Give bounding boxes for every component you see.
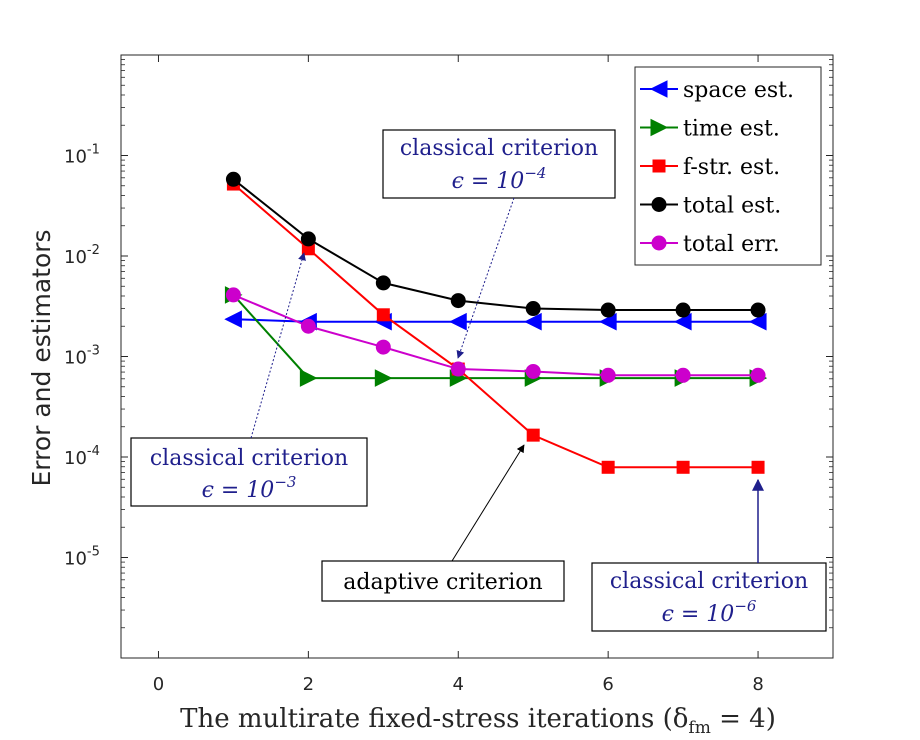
- data-point-f-str-est: [601, 460, 615, 474]
- data-point-f-str-est: [526, 428, 540, 442]
- y-tick-label: 10-2: [64, 243, 100, 268]
- annotation-text: classical criterion: [150, 446, 348, 471]
- series-total-est: [225, 171, 766, 318]
- data-point-total-err: [225, 287, 241, 303]
- data-point-time-est: [299, 369, 318, 387]
- y-tick-label: 10-5: [64, 545, 100, 570]
- legend-label: f-str. est.: [683, 155, 780, 180]
- series-line-total-err: [233, 293, 759, 377]
- annotation-classical-1e-4: classical criterion ϵ = 10−4: [382, 129, 616, 359]
- legend-marker: [650, 118, 669, 137]
- data-point-total-err: [375, 339, 391, 355]
- legend-entry-f-str-est: f-str. est.: [640, 155, 780, 180]
- data-point-total-err: [525, 363, 541, 379]
- legend-label: total err.: [683, 232, 780, 257]
- data-point-total-err: [750, 367, 766, 383]
- annotation-adaptive: adaptive criterion: [321, 444, 565, 602]
- data-point-total-est: [300, 231, 316, 247]
- y-tick-label: 10-3: [64, 344, 100, 369]
- data-point-space-est: [599, 312, 617, 331]
- axes-ticks: 0 2 4 6 8 10-1 10-2 10-3 10-4 10-5: [64, 54, 833, 695]
- x-tick-label: 0: [153, 674, 164, 695]
- annotation-arrow: [456, 197, 515, 359]
- legend-label: space est.: [683, 78, 794, 103]
- data-point-total-err: [675, 367, 691, 383]
- data-point-f-str-est: [676, 460, 690, 474]
- series-space-est: [224, 310, 767, 331]
- legend-entry-total-est: total est.: [640, 194, 781, 219]
- series-line-total-est: [232, 178, 759, 312]
- x-tick-label: 2: [303, 674, 314, 695]
- x-axis-label: The multirate fixed-stress iterations (δ…: [180, 704, 776, 738]
- series-line-time-est: [232, 294, 759, 380]
- data-point-space-est: [224, 310, 242, 329]
- data-point-total-est: [225, 171, 241, 187]
- legend-label: total est.: [683, 194, 781, 219]
- series-line-f-str-est: [232, 183, 759, 469]
- series-total-err: [225, 287, 766, 383]
- annotation-text: classical criterion: [610, 569, 808, 594]
- y-tick-label: 10-4: [64, 444, 100, 469]
- annotation-text: adaptive criterion: [343, 570, 542, 595]
- series-line-space-est: [233, 318, 759, 323]
- legend: space est. time est. f-str. est. total est.…: [634, 66, 822, 266]
- x-tick-label: 8: [752, 674, 763, 695]
- legend-marker: [651, 235, 667, 251]
- legend-entry-time-est: time est.: [640, 117, 780, 142]
- legend-marker: [649, 80, 668, 98]
- legend-label: time est.: [683, 117, 780, 142]
- data-point-space-est: [673, 312, 692, 331]
- series-layer: [224, 171, 768, 474]
- annotation-arrow: [451, 444, 525, 562]
- annotation-arrow: [250, 252, 306, 439]
- data-point-time-est: [374, 369, 393, 387]
- annotation-box: [321, 560, 565, 602]
- data-point-total-est: [750, 302, 766, 318]
- data-point-total-err: [300, 318, 316, 334]
- annotation-text: classical criterion: [400, 136, 598, 161]
- annotation-math: ϵ = 10−4: [452, 164, 547, 194]
- data-point-space-est: [748, 312, 767, 331]
- y-axis-label: Error and estimators: [27, 229, 56, 486]
- legend-entry-total-err: total err.: [640, 232, 780, 257]
- annotation-box: [591, 562, 827, 632]
- data-point-total-est: [375, 275, 391, 291]
- data-point-total-est: [450, 293, 466, 309]
- data-point-total-est: [600, 302, 616, 318]
- data-point-total-est: [675, 302, 691, 318]
- x-tick-label: 6: [602, 674, 613, 695]
- legend-marker: [651, 197, 667, 212]
- legend-entry-space-est: space est.: [640, 78, 794, 103]
- data-point-total-err: [450, 361, 466, 377]
- annotation-math: ϵ = 10−3: [202, 473, 297, 503]
- data-point-f-str-est: [376, 308, 390, 322]
- x-tick-label: 4: [453, 674, 464, 695]
- data-point-total-est: [525, 301, 541, 317]
- data-point-f-str-est: [751, 460, 765, 474]
- data-point-space-est: [449, 312, 467, 331]
- annotation-classical-1e-6: classical criterion ϵ = 10−6: [591, 478, 827, 632]
- annotation-classical-1e-3: classical criterion ϵ = 10−3: [130, 252, 368, 507]
- annotation-box: [382, 129, 616, 199]
- y-tick-label: 10-1: [64, 143, 100, 168]
- annotation-math: ϵ = 10−6: [662, 597, 757, 627]
- data-point-total-err: [600, 367, 616, 383]
- legend-marker: [652, 159, 666, 173]
- annotation-box: [130, 437, 368, 507]
- data-point-space-est: [524, 312, 542, 331]
